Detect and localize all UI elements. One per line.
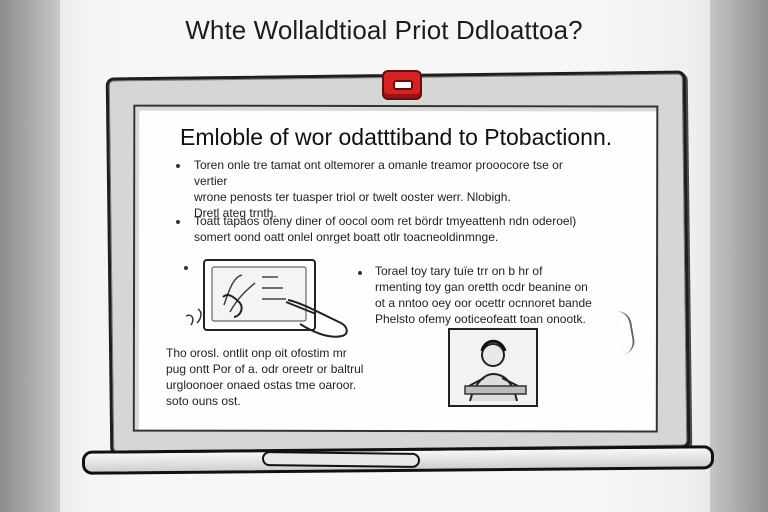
red-clip-icon <box>382 70 422 100</box>
text-block-second: Toatt tapaos ofeny diner of oocol oom re… <box>194 214 577 244</box>
marker-icon <box>261 451 421 468</box>
person-sketch <box>450 330 536 405</box>
text-block-right: Torael toy tary tuïe trr on b hr of rmen… <box>375 264 592 326</box>
bullet-dot <box>176 220 180 224</box>
person-portrait-icon <box>448 328 538 407</box>
bullet-dot <box>176 164 180 168</box>
tablet-sketch-icon <box>185 259 348 338</box>
bullet-dot <box>184 266 188 270</box>
slide-title: Emloble of wor odatttiband to Ptobaction… <box>180 124 613 150</box>
text-block-left: Tho orosl. ontlit onp oit ofostim mr pug… <box>166 346 364 408</box>
text-block-first: Toren onle tre tamat ont oltemorer a oma… <box>194 158 563 220</box>
bullet-dot <box>358 271 362 275</box>
page-headline: Whte Wollaldtioal Priot Ddloattoa? <box>185 15 583 45</box>
